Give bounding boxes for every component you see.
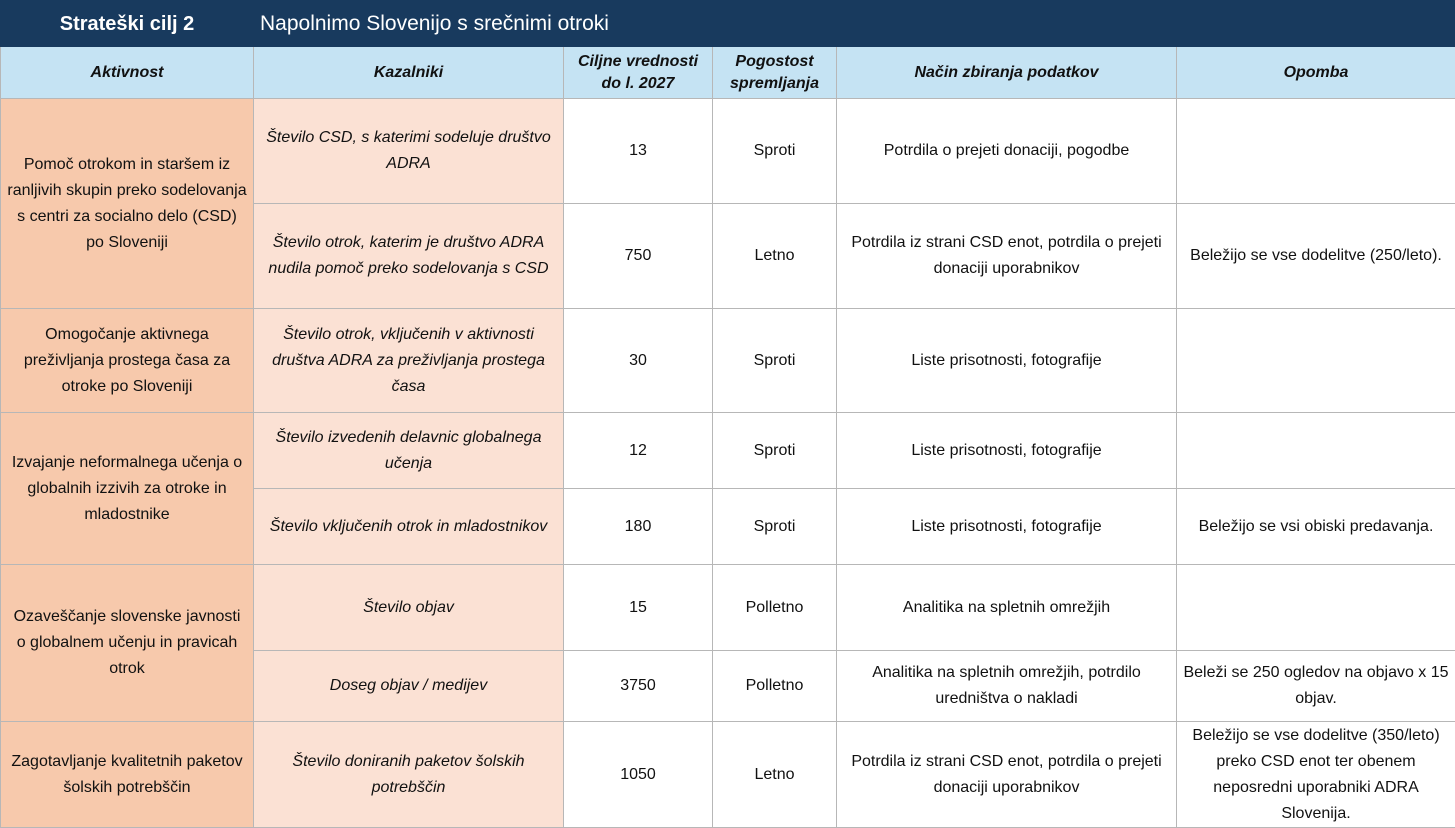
col-header-aktivnost: Aktivnost bbox=[1, 47, 254, 99]
target-value-cell: 12 bbox=[564, 413, 713, 489]
col-header-nacin: Način zbiranja podatkov bbox=[837, 47, 1177, 99]
frequency-cell: Sproti bbox=[713, 489, 837, 565]
frequency-cell: Letno bbox=[713, 722, 837, 828]
data-collection-cell: Liste prisotnosti, fotografije bbox=[837, 413, 1177, 489]
indicator-cell: Doseg objav / medijev bbox=[254, 651, 564, 722]
target-value-cell: 180 bbox=[564, 489, 713, 565]
activity-cell: Omogočanje aktivnega preživljanja proste… bbox=[1, 309, 254, 413]
goal-title: Strateški cilj 2 bbox=[1, 1, 254, 47]
col-header-pogostost: Pogostost spremljanja bbox=[713, 47, 837, 99]
column-header-row: Aktivnost Kazalniki Ciljne vrednosti do … bbox=[1, 47, 1455, 99]
activity-cell: Zagotavljanje kvalitetnih paketov šolski… bbox=[1, 722, 254, 828]
data-collection-cell: Potrdila o prejeti donaciji, pogodbe bbox=[837, 99, 1177, 204]
note-cell bbox=[1177, 99, 1455, 204]
data-collection-cell: Liste prisotnosti, fotografije bbox=[837, 489, 1177, 565]
frequency-cell: Sproti bbox=[713, 413, 837, 489]
col-header-kazalniki: Kazalniki bbox=[254, 47, 564, 99]
indicator-cell: Število izvedenih delavnic globalnega uč… bbox=[254, 413, 564, 489]
target-value-cell: 750 bbox=[564, 204, 713, 309]
note-cell: Beležijo se vsi obiski predavanja. bbox=[1177, 489, 1455, 565]
activity-cell: Pomoč otrokom in staršem iz ranljivih sk… bbox=[1, 99, 254, 309]
table-row: Ozaveščanje slovenske javnosti o globaln… bbox=[1, 565, 1455, 651]
table-row: Zagotavljanje kvalitetnih paketov šolski… bbox=[1, 722, 1455, 828]
data-collection-cell: Potrdila iz strani CSD enot, potrdila o … bbox=[837, 722, 1177, 828]
col-header-ciljne-vrednosti: Ciljne vrednosti do l. 2027 bbox=[564, 47, 713, 99]
indicator-cell: Število vključenih otrok in mladostnikov bbox=[254, 489, 564, 565]
note-cell: Beležijo se vse dodelitve (350/leto) pre… bbox=[1177, 722, 1455, 828]
target-value-cell: 15 bbox=[564, 565, 713, 651]
frequency-cell: Letno bbox=[713, 204, 837, 309]
data-collection-cell: Analitika na spletnih omrežjih bbox=[837, 565, 1177, 651]
indicator-cell: Število otrok, vključenih v aktivnosti d… bbox=[254, 309, 564, 413]
target-value-cell: 13 bbox=[564, 99, 713, 204]
frequency-cell: Sproti bbox=[713, 309, 837, 413]
data-collection-cell: Liste prisotnosti, fotografije bbox=[837, 309, 1177, 413]
activity-cell: Ozaveščanje slovenske javnosti o globaln… bbox=[1, 565, 254, 722]
frequency-cell: Polletno bbox=[713, 565, 837, 651]
data-collection-cell: Analitika na spletnih omrežjih, potrdilo… bbox=[837, 651, 1177, 722]
table-row: Pomoč otrokom in staršem iz ranljivih sk… bbox=[1, 99, 1455, 204]
frequency-cell: Sproti bbox=[713, 99, 837, 204]
note-cell bbox=[1177, 309, 1455, 413]
note-cell: Beležijo se vse dodelitve (250/leto). bbox=[1177, 204, 1455, 309]
col-header-opomba: Opomba bbox=[1177, 47, 1455, 99]
target-value-cell: 1050 bbox=[564, 722, 713, 828]
indicator-cell: Število otrok, katerim je društvo ADRA n… bbox=[254, 204, 564, 309]
note-cell bbox=[1177, 565, 1455, 651]
note-cell bbox=[1177, 413, 1455, 489]
title-row: Strateški cilj 2 Napolnimo Slovenijo s s… bbox=[1, 1, 1455, 47]
indicator-cell: Število CSD, s katerimi sodeluje društvo… bbox=[254, 99, 564, 204]
activity-cell: Izvajanje neformalnega učenja o globalni… bbox=[1, 413, 254, 565]
table-row: Izvajanje neformalnega učenja o globalni… bbox=[1, 413, 1455, 489]
goal-subtitle: Napolnimo Slovenijo s srečnimi otroki bbox=[254, 1, 1455, 47]
target-value-cell: 30 bbox=[564, 309, 713, 413]
indicator-cell: Število objav bbox=[254, 565, 564, 651]
data-collection-cell: Potrdila iz strani CSD enot, potrdila o … bbox=[837, 204, 1177, 309]
indicator-cell: Število doniranih paketov šolskih potreb… bbox=[254, 722, 564, 828]
note-cell: Beleži se 250 ogledov na objavo x 15 obj… bbox=[1177, 651, 1455, 722]
target-value-cell: 3750 bbox=[564, 651, 713, 722]
table-row: Omogočanje aktivnega preživljanja proste… bbox=[1, 309, 1455, 413]
frequency-cell: Polletno bbox=[713, 651, 837, 722]
